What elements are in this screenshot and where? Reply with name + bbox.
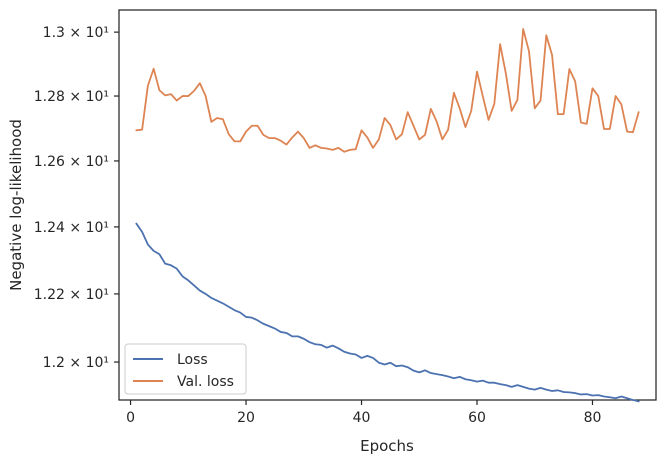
series-line-val-loss [135,28,640,153]
x-axis: 0 20 40 60 80 [126,400,601,426]
x-axis-label: Epochs [360,437,414,455]
legend-label-val-loss: Val. loss [177,374,234,390]
y-tick-label: 1.2 × 10¹ [43,355,109,371]
legend-label-loss: Loss [177,352,208,368]
y-tick-label: 1.24 × 10¹ [34,220,109,236]
y-tick-label: 1.3 × 10¹ [43,25,109,41]
legend: Loss Val. loss [124,343,247,395]
x-tick-label: 20 [237,410,255,426]
series-layer [135,28,640,403]
x-tick-label: 0 [126,410,135,426]
y-tick-label: 1.28 × 10¹ [34,89,109,105]
plot-area [118,9,657,401]
x-tick-label: 40 [353,410,371,426]
x-tick-label: 80 [584,410,602,426]
y-axis-label: Negative log-likelihood [7,119,25,291]
y-axis: 1.2 × 10¹ 1.22 × 10¹ 1.24 × 10¹ 1.26 × 10¹ 1… [34,25,119,371]
series-line-loss [135,222,640,403]
y-tick-label: 1.22 × 10¹ [34,287,109,303]
y-tick-label: 1.26 × 10¹ [34,154,109,170]
x-tick-label: 60 [468,410,486,426]
